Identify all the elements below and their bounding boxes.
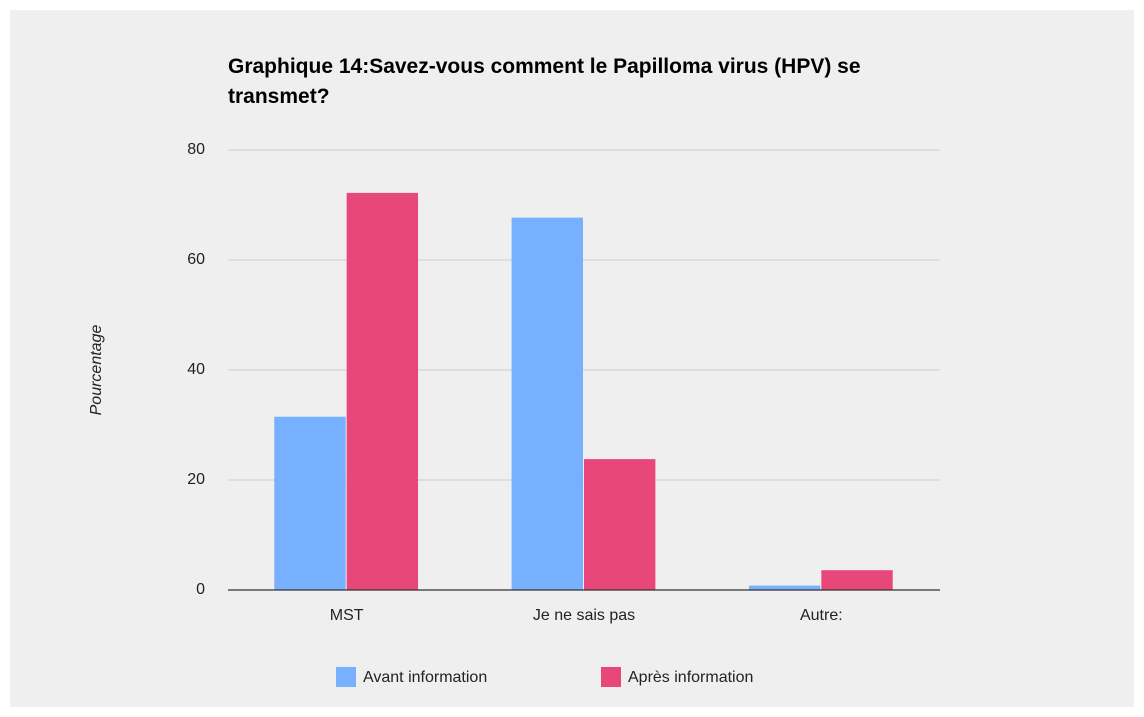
bar — [274, 416, 346, 590]
x-tick-label: Autre: — [800, 607, 843, 624]
legend-swatch — [601, 667, 621, 687]
x-tick-label: MST — [330, 607, 364, 624]
y-axis-label: Pourcentage — [88, 325, 105, 416]
chart-title: Graphique 14:Savez-vous comment le Papil… — [228, 55, 861, 108]
y-tick-label: 0 — [196, 581, 205, 598]
bar — [511, 217, 583, 590]
x-tick-label: Je ne sais pas — [533, 607, 635, 624]
legend-label: Avant information — [363, 669, 487, 686]
y-tick-label: 80 — [187, 141, 205, 158]
legend-label: Après information — [628, 669, 753, 686]
bar — [821, 570, 893, 590]
y-tick-label: 40 — [187, 361, 205, 378]
bar — [346, 192, 419, 590]
legend-swatch — [336, 667, 356, 687]
y-tick-label: 60 — [187, 251, 205, 268]
bar — [584, 459, 656, 590]
y-tick-label: 20 — [187, 471, 205, 488]
bar — [748, 585, 821, 590]
